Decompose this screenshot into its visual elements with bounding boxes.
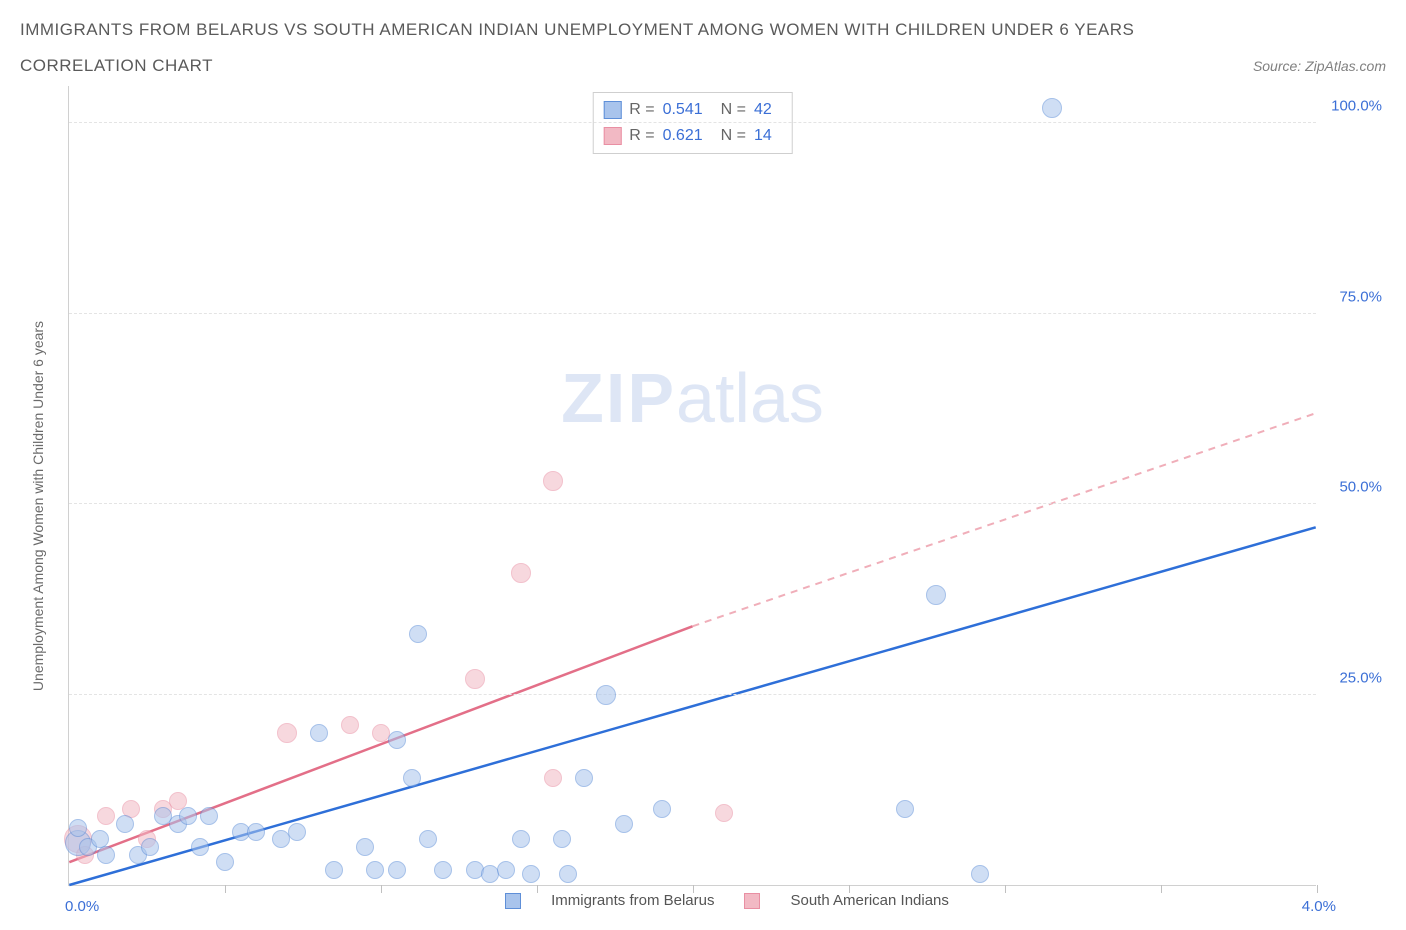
data-point-belarus (247, 823, 265, 841)
x-axis-tick (1005, 885, 1006, 893)
watermark-zip: ZIP (561, 359, 676, 437)
y-axis-tick-label: 50.0% (1339, 479, 1382, 496)
swatch-belarus (603, 101, 621, 119)
chart-title: IMMIGRANTS FROM BELARUS VS SOUTH AMERICA… (20, 20, 1386, 40)
x-axis-tick (693, 885, 694, 893)
r-label: R = (629, 97, 654, 123)
n-label: N = (721, 123, 746, 149)
data-point-belarus (356, 838, 374, 856)
grid-line (69, 503, 1316, 504)
r-value-sai: 0.621 (663, 123, 703, 149)
data-point-sai (465, 669, 485, 689)
data-point-sai (277, 723, 297, 743)
data-point-belarus (69, 819, 87, 837)
data-point-sai (543, 471, 563, 491)
data-point-belarus (553, 830, 571, 848)
x-axis-tick (225, 885, 226, 893)
data-point-belarus (559, 865, 577, 883)
data-point-belarus (116, 815, 134, 833)
watermark: ZIPatlas (561, 358, 824, 438)
data-point-belarus (388, 861, 406, 879)
chart-subtitle: CORRELATION CHART (20, 56, 213, 76)
data-point-sai (511, 563, 531, 583)
y-axis-label: Unemployment Among Women with Children U… (30, 321, 46, 691)
x-axis-tick (537, 885, 538, 893)
grid-line (69, 122, 1316, 123)
swatch-sai (603, 127, 621, 145)
r-label: R = (629, 123, 654, 149)
legend-swatch-sai (744, 893, 760, 909)
x-axis-min-label: 0.0% (65, 898, 99, 915)
data-point-sai (544, 769, 562, 787)
legend-label-belarus: Immigrants from Belarus (551, 892, 714, 909)
chart-wrap: Unemployment Among Women with Children U… (20, 86, 1386, 909)
plot-area: ZIPatlas R = 0.541 N = 42 R = 0.621 N = … (68, 86, 1316, 886)
data-point-sai (341, 716, 359, 734)
n-label: N = (721, 97, 746, 123)
n-value-sai: 14 (754, 123, 772, 149)
r-value-belarus: 0.541 (663, 97, 703, 123)
data-point-belarus (434, 861, 452, 879)
x-axis-tick (1161, 885, 1162, 893)
data-point-belarus (366, 861, 384, 879)
data-point-belarus (310, 724, 328, 742)
legend-label-sai: South American Indians (790, 892, 948, 909)
subtitle-row: CORRELATION CHART Source: ZipAtlas.com (20, 56, 1386, 76)
data-point-belarus (191, 838, 209, 856)
legend-swatch-belarus (505, 893, 521, 909)
y-axis-tick-label: 100.0% (1331, 98, 1382, 115)
x-axis-max-label: 4.0% (1302, 898, 1336, 915)
data-point-belarus (896, 800, 914, 818)
data-point-belarus (97, 846, 115, 864)
data-point-sai (97, 807, 115, 825)
data-point-sai (715, 804, 733, 822)
source-label: Source: ZipAtlas.com (1253, 58, 1386, 74)
data-point-belarus (325, 861, 343, 879)
x-axis-tick (849, 885, 850, 893)
data-point-belarus (1042, 98, 1062, 118)
trend-lines (69, 86, 1316, 885)
watermark-atlas: atlas (676, 359, 824, 437)
legend: Immigrants from Belarus South American I… (68, 892, 1386, 909)
data-point-belarus (971, 865, 989, 883)
grid-line (69, 313, 1316, 314)
data-point-belarus (409, 625, 427, 643)
source-prefix: Source: (1253, 58, 1305, 74)
data-point-belarus (615, 815, 633, 833)
data-point-belarus (200, 807, 218, 825)
data-point-belarus (216, 853, 234, 871)
stats-row-sai: R = 0.621 N = 14 (603, 123, 782, 149)
data-point-belarus (388, 731, 406, 749)
data-point-belarus (288, 823, 306, 841)
n-value-belarus: 42 (754, 97, 772, 123)
grid-line (69, 694, 1316, 695)
data-point-belarus (403, 769, 421, 787)
data-point-belarus (497, 861, 515, 879)
stats-row-belarus: R = 0.541 N = 42 (603, 97, 782, 123)
data-point-belarus (575, 769, 593, 787)
data-point-belarus (141, 838, 159, 856)
source-name: ZipAtlas.com (1305, 58, 1386, 74)
x-axis-tick (381, 885, 382, 893)
y-axis-tick-label: 75.0% (1339, 288, 1382, 305)
data-point-belarus (926, 585, 946, 605)
data-point-belarus (653, 800, 671, 818)
data-point-belarus (596, 685, 616, 705)
data-point-belarus (522, 865, 540, 883)
chart-container: IMMIGRANTS FROM BELARUS VS SOUTH AMERICA… (20, 20, 1386, 909)
y-axis-tick-label: 25.0% (1339, 669, 1382, 686)
x-axis-tick (1317, 885, 1318, 893)
data-point-belarus (179, 807, 197, 825)
data-point-belarus (512, 830, 530, 848)
data-point-belarus (419, 830, 437, 848)
